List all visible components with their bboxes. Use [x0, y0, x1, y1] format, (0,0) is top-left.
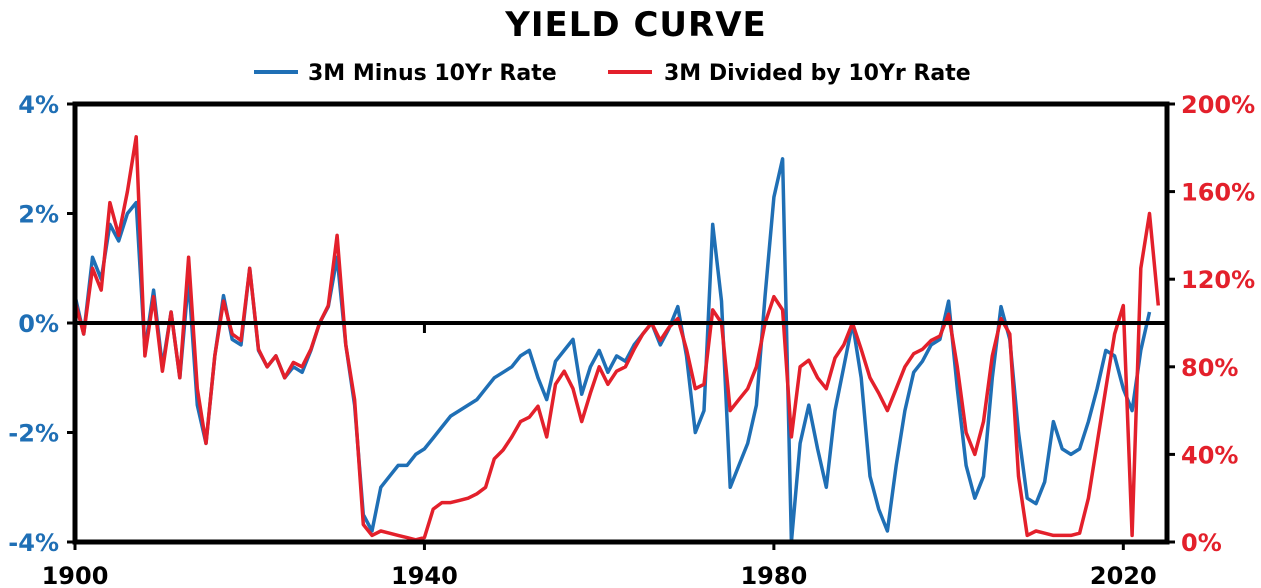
- x-tick-label: 1980: [740, 562, 807, 588]
- y-right-tick-label: 120%: [1181, 266, 1255, 294]
- legend-label-spread: 3M Minus 10Yr Rate: [308, 61, 557, 86]
- y-right-tick-label: 40%: [1181, 441, 1238, 469]
- y-right-tick-label: 0%: [1181, 529, 1222, 557]
- chart-title: YIELD CURVE: [504, 5, 767, 45]
- x-tick-label: 1900: [42, 562, 109, 588]
- plot-lines: [73, 135, 1161, 544]
- y-right-tick-label: 160%: [1181, 179, 1255, 207]
- series-line-ratio: [73, 135, 1161, 542]
- legend: 3M Minus 10Yr Rate 3M Divided by 10Yr Ra…: [254, 61, 971, 86]
- y-left-tick-label: -4%: [8, 529, 59, 557]
- y-left-tick-label: -2%: [8, 420, 59, 448]
- x-tick-label: 1940: [391, 562, 458, 588]
- y-left-tick-label: 2%: [18, 201, 59, 229]
- y-left-tick-label: 0%: [18, 310, 59, 338]
- legend-label-ratio: 3M Divided by 10Yr Rate: [664, 61, 971, 86]
- y-left-tick-label: 4%: [18, 91, 59, 119]
- y-right-tick-label: 80%: [1181, 354, 1238, 382]
- axes: 4% 2% 0% -2% -4% 200% 160% 120% 80% 40% 0% 1900 1940…: [8, 91, 1255, 588]
- y-right-tick-label: 200%: [1181, 91, 1255, 119]
- series-line-spread: [73, 157, 1152, 544]
- x-tick-label: 2020: [1090, 562, 1157, 588]
